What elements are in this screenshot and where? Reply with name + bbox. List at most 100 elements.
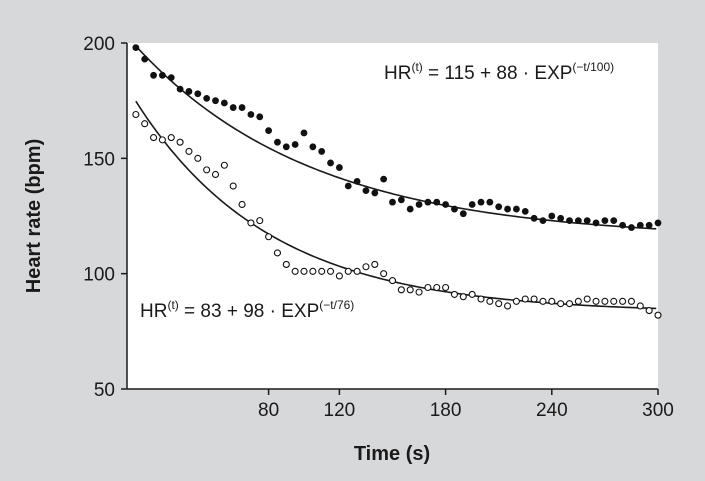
open-data-point — [380, 270, 388, 278]
filled-data-point — [504, 205, 511, 213]
open-data-point — [530, 295, 538, 303]
open-data-point — [601, 297, 609, 305]
open-data-point — [645, 307, 653, 315]
filled-data-point — [477, 198, 485, 206]
filled-data-point — [636, 221, 644, 229]
y-tick-label: 100 — [83, 265, 115, 286]
open-data-point — [450, 290, 459, 298]
filled-data-point — [380, 175, 388, 183]
filled-data-point — [132, 44, 140, 52]
open-data-point — [442, 283, 450, 292]
open-data-point — [282, 260, 290, 268]
filled-data-point — [185, 88, 193, 95]
y-axis-label: Heart rate (bpm) — [23, 139, 45, 293]
equation-bottom-lhs: HR — [140, 301, 167, 322]
filled-data-point — [539, 217, 547, 225]
filled-data-point — [530, 214, 538, 222]
open-data-point — [548, 297, 556, 305]
filled-data-point — [574, 217, 582, 225]
filled-data-point — [344, 182, 352, 190]
x-tick-label: 240 — [536, 400, 568, 421]
filled-data-point — [150, 71, 157, 79]
filled-data-point — [309, 143, 317, 151]
filled-data-point — [619, 221, 626, 229]
open-data-point — [557, 300, 565, 308]
y-tick-label: 50 — [94, 380, 115, 401]
open-data-point — [150, 134, 158, 142]
open-data-point — [486, 297, 494, 305]
open-data-point — [495, 300, 503, 308]
filled-data-point — [141, 55, 149, 63]
open-data-point — [167, 134, 175, 142]
open-data-point — [273, 249, 282, 257]
open-data-point — [132, 110, 140, 119]
open-data-point — [539, 297, 547, 305]
filled-data-point — [468, 201, 476, 208]
filled-data-point — [521, 207, 529, 215]
filled-data-point — [194, 90, 202, 98]
open-data-point — [424, 283, 432, 292]
open-data-point — [318, 267, 326, 275]
filled-data-point — [212, 97, 219, 105]
open-data-point — [592, 297, 600, 305]
filled-data-point — [415, 201, 423, 208]
open-data-point — [459, 293, 467, 301]
open-data-point — [203, 166, 211, 174]
filled-data-point — [389, 198, 396, 206]
filled-data-point — [274, 138, 281, 146]
open-data-point — [388, 277, 397, 285]
open-data-point — [211, 170, 220, 179]
filled-data-point — [362, 187, 370, 195]
open-data-point — [619, 297, 627, 305]
filled-data-point — [291, 141, 299, 148]
open-data-point — [433, 283, 441, 292]
x-tick-label: 120 — [324, 400, 356, 421]
open-data-point — [371, 260, 379, 268]
y-tick-label: 200 — [83, 34, 115, 55]
equation-top-rhs: = 115 + 88 · EXP — [423, 63, 573, 84]
filled-data-point — [238, 104, 246, 111]
filled-data-point — [353, 178, 361, 185]
filled-data-point — [159, 71, 166, 79]
open-data-point — [362, 263, 370, 271]
filled-data-point — [433, 198, 441, 206]
open-data-point — [300, 267, 308, 275]
filled-data-point — [336, 164, 343, 171]
filled-data-point — [397, 196, 405, 204]
filled-data-point — [495, 203, 503, 211]
open-data-point — [326, 267, 335, 275]
filled-data-point — [442, 201, 449, 208]
x-axis-label: Time (s) — [354, 443, 430, 465]
open-data-point — [415, 288, 423, 296]
filled-data-point — [220, 99, 228, 107]
filled-data-point — [583, 217, 591, 225]
filled-data-point — [424, 198, 432, 206]
filled-data-point — [451, 205, 458, 213]
x-tick-label: 300 — [642, 400, 674, 421]
open-data-point — [353, 267, 361, 275]
open-data-point — [406, 286, 414, 294]
open-data-point — [335, 272, 343, 280]
axis-ticks: 80 120 180 240 300 50 100 150 200 — [83, 34, 674, 421]
filled-data-point — [203, 94, 211, 102]
filled-data-point — [282, 143, 290, 151]
open-data-point — [636, 302, 644, 310]
open-data-point — [521, 295, 529, 303]
filled-data-point — [592, 219, 600, 227]
equation-bottom: HR(t) = 83 + 98 · EXP(−t/76) — [140, 298, 354, 322]
equation-top-lhs: HR — [384, 63, 411, 84]
data-points — [132, 44, 662, 319]
open-data-point — [574, 297, 582, 305]
open-data-point — [238, 200, 246, 209]
filled-data-point — [601, 217, 609, 225]
open-data-point — [309, 267, 317, 275]
filled-data-point — [628, 224, 635, 231]
filled-data-point — [557, 214, 565, 222]
x-tick-label: 80 — [258, 400, 279, 421]
filled-data-point — [229, 104, 237, 111]
filled-data-point — [610, 217, 618, 225]
equation-top-rhs-sup: (−t/100) — [572, 60, 614, 74]
open-data-point — [229, 182, 237, 190]
filled-data-point — [548, 212, 556, 220]
